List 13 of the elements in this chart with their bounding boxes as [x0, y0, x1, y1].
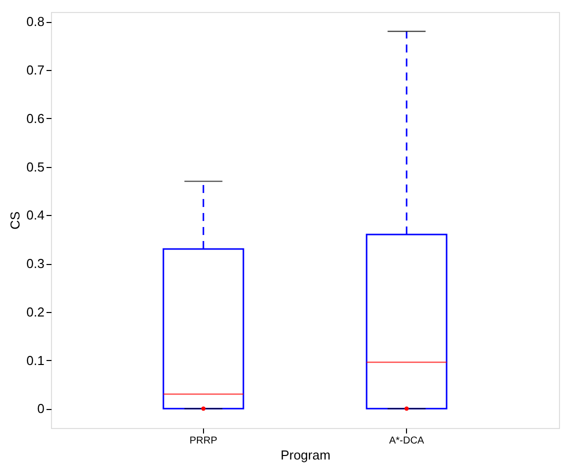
y-tick-label: 0.5 [26, 159, 44, 174]
y-tick-label: 0.4 [26, 208, 44, 223]
y-tick-label: 0.3 [26, 256, 44, 272]
y-tick-label: 0.1 [26, 352, 44, 368]
x-axis-title: Program [280, 448, 330, 462]
x-tick-label: PRRP [190, 436, 218, 446]
y-tick-label: 0 [37, 401, 44, 416]
y-axis-title: CS [7, 211, 22, 230]
y-tick-label: 0.2 [26, 304, 44, 320]
y-tick-label: 0.7 [26, 62, 44, 78]
y-tick-label: 0.6 [26, 110, 44, 126]
x-tick-label: A*-DCA [389, 436, 424, 446]
y-tick-label: 0.8 [26, 14, 44, 30]
